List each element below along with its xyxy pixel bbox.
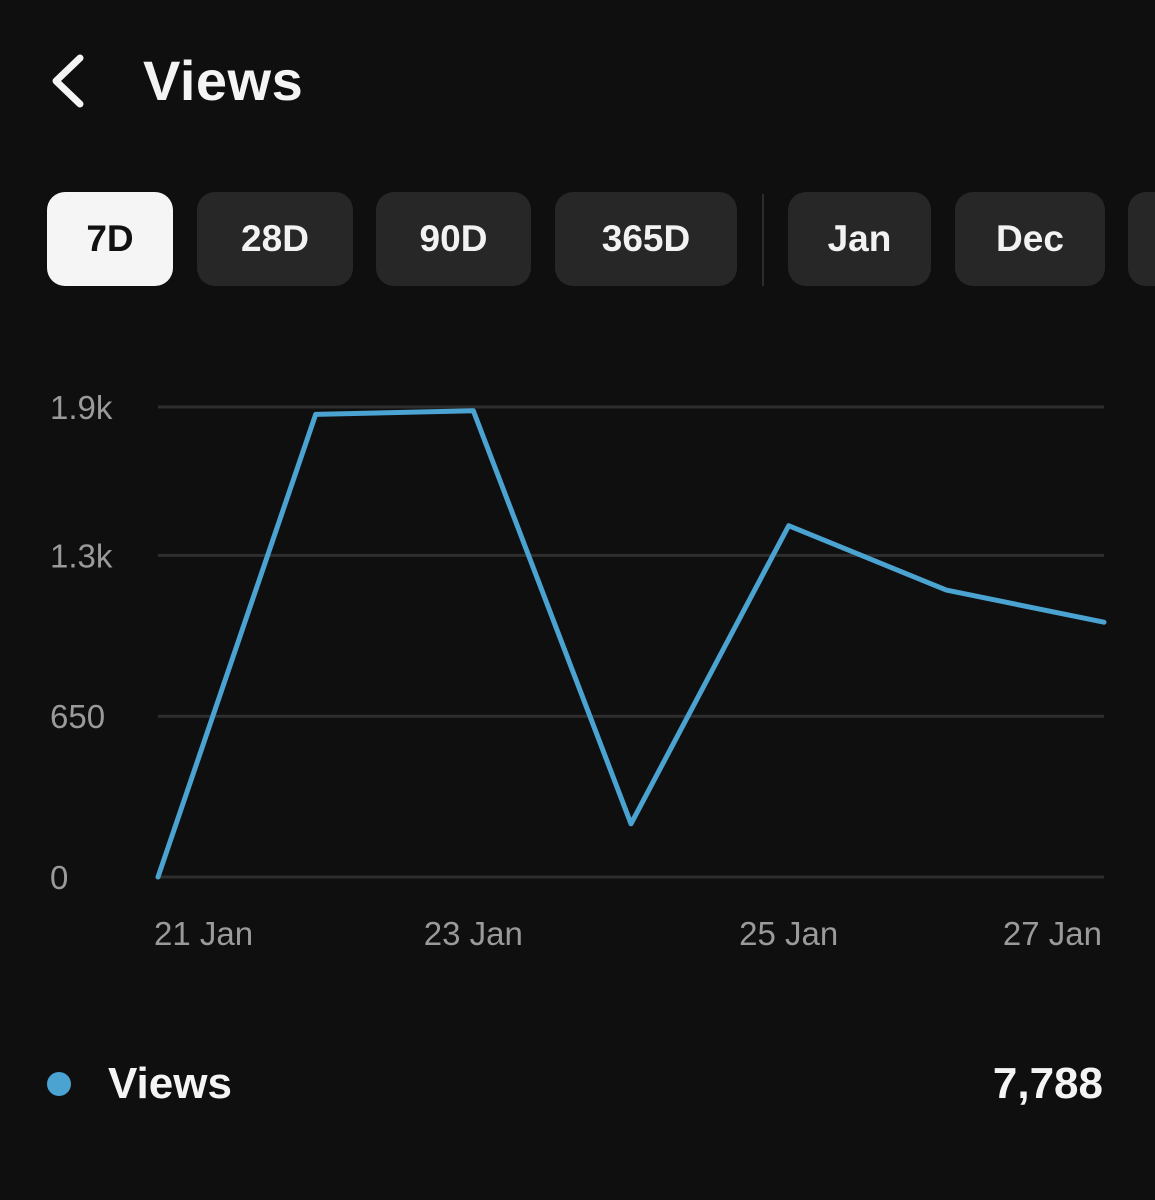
views-line-chart: 0 650 1.3k 1.9k 21 Jan 23 Jan 25 Jan 27 Jan [50, 389, 1107, 952]
y-tick-label: 1.9k [50, 389, 113, 426]
x-tick-label: 27 Jan [1003, 915, 1102, 952]
range-chip-more[interactable] [1128, 192, 1155, 286]
range-chip-jan[interactable]: Jan [788, 192, 931, 286]
back-button[interactable] [40, 46, 100, 116]
legend-label: Views [108, 1059, 232, 1108]
date-range-selector: 7D 28D 90D 365D Jan Dec [0, 192, 1155, 286]
range-chip-90d[interactable]: 90D [376, 192, 531, 286]
page-title: Views [143, 49, 304, 112]
header: Views [0, 0, 1155, 160]
y-tick-label: 1.3k [50, 537, 113, 574]
range-chip-28d[interactable]: 28D [197, 192, 353, 286]
x-tick-label: 21 Jan [154, 915, 253, 952]
chart-gridlines [158, 405, 1104, 879]
series-line-views [155, 408, 1107, 880]
range-chip-365d[interactable]: 365D [555, 192, 737, 286]
chevron-left-icon [52, 54, 84, 108]
y-tick-label: 650 [50, 698, 105, 735]
range-divider [762, 194, 764, 286]
x-tick-label: 23 Jan [424, 915, 523, 952]
chart-series [155, 408, 1107, 880]
legend: Views 7,788 [0, 1050, 1155, 1120]
x-axis-ticks: 21 Jan 23 Jan 25 Jan 27 Jan [154, 915, 1102, 952]
y-axis-ticks: 0 650 1.3k 1.9k [50, 389, 113, 896]
legend-swatch [47, 1072, 71, 1096]
range-chip-7d[interactable]: 7D [47, 192, 173, 286]
x-tick-label: 25 Jan [739, 915, 838, 952]
y-tick-label: 0 [50, 859, 68, 896]
views-total: 7,788 [992, 1059, 1103, 1108]
range-chip-dec[interactable]: Dec [955, 192, 1105, 286]
